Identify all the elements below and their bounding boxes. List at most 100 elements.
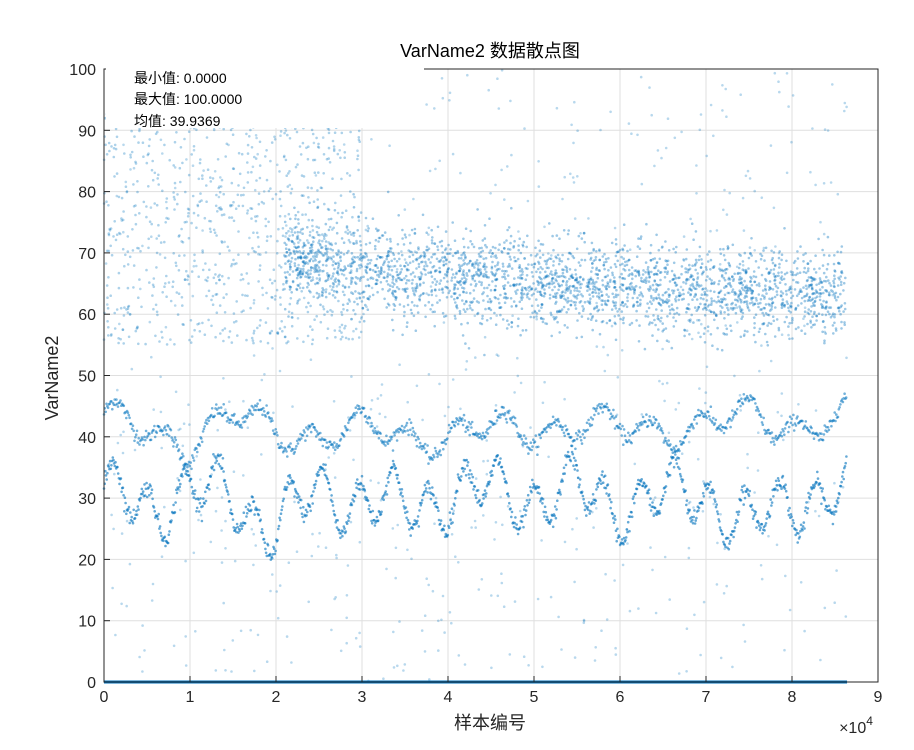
data-point <box>455 271 458 275</box>
data-point <box>773 264 777 268</box>
data-point <box>715 503 718 506</box>
data-point <box>741 268 745 272</box>
data-point <box>289 297 293 300</box>
data-point <box>746 286 750 290</box>
data-point <box>141 490 145 493</box>
data-point <box>450 426 453 430</box>
data-point <box>265 554 269 558</box>
data-point <box>757 524 761 527</box>
data-point <box>326 258 330 261</box>
data-point <box>767 270 771 274</box>
data-point <box>808 295 812 299</box>
data-point <box>769 268 773 272</box>
data-point <box>670 269 674 273</box>
data-point <box>445 270 449 274</box>
data-point <box>758 327 762 331</box>
data-point <box>723 286 726 290</box>
data-point <box>356 229 360 232</box>
data-point <box>186 463 190 466</box>
data-point <box>276 539 279 542</box>
data-point <box>620 288 623 291</box>
data-point <box>444 442 448 446</box>
data-point <box>654 264 658 268</box>
data-point <box>652 314 655 317</box>
data-point <box>750 296 753 300</box>
data-point <box>302 270 305 273</box>
data-point <box>451 254 455 258</box>
data-point <box>612 280 615 284</box>
data-point <box>652 288 655 292</box>
data-point <box>397 273 400 277</box>
data-point <box>575 336 578 340</box>
data-point <box>135 509 138 513</box>
data-point <box>710 282 713 286</box>
data-point <box>322 288 325 292</box>
data-point <box>517 248 520 252</box>
data-point <box>178 485 181 489</box>
data-point <box>503 301 507 305</box>
data-point <box>625 287 628 291</box>
data-point <box>708 250 711 253</box>
data-point <box>567 251 571 255</box>
data-point <box>611 300 615 303</box>
data-point <box>583 501 586 505</box>
data-point <box>826 426 830 429</box>
data-point <box>125 512 128 516</box>
data-point <box>614 338 618 342</box>
data-point <box>345 225 349 228</box>
data-point <box>611 292 614 296</box>
data-point <box>386 275 389 279</box>
data-point <box>520 298 523 302</box>
data-point <box>711 421 714 424</box>
data-point <box>694 263 697 266</box>
data-point <box>785 259 788 263</box>
data-point <box>286 270 289 274</box>
data-point <box>528 285 532 289</box>
data-point <box>316 281 320 285</box>
data-point <box>682 281 685 284</box>
data-point <box>832 513 836 516</box>
data-point <box>637 274 641 277</box>
data-point <box>228 421 231 425</box>
data-point <box>437 518 441 522</box>
data-point <box>508 255 512 259</box>
data-point <box>661 300 665 303</box>
data-point <box>328 440 332 444</box>
data-point <box>551 273 554 277</box>
data-point <box>425 245 429 249</box>
data-point <box>636 304 640 308</box>
data-point <box>708 418 712 421</box>
data-point <box>133 135 136 138</box>
data-point <box>748 309 751 312</box>
data-point <box>298 270 302 273</box>
data-point <box>491 252 494 255</box>
data-point <box>357 219 361 222</box>
data-point <box>328 242 332 246</box>
data-point <box>414 432 417 435</box>
data-point <box>494 246 497 250</box>
data-point <box>138 278 141 281</box>
data-point <box>824 305 828 309</box>
data-point <box>665 339 669 343</box>
data-point <box>641 423 644 426</box>
data-point <box>609 506 612 510</box>
data-point <box>273 552 277 556</box>
data-point <box>647 270 651 274</box>
data-point <box>719 247 722 251</box>
data-point <box>391 281 394 284</box>
data-point <box>697 509 700 512</box>
data-point <box>340 215 343 219</box>
data-point <box>524 287 527 290</box>
data-point <box>443 255 447 259</box>
data-point <box>532 438 535 442</box>
data-point <box>750 237 753 240</box>
data-point <box>668 473 672 477</box>
data-point <box>658 509 661 513</box>
data-point <box>287 482 291 486</box>
data-point <box>615 251 619 254</box>
data-point <box>291 233 295 237</box>
data-point <box>725 285 728 288</box>
data-point <box>662 441 666 444</box>
data-point <box>803 332 807 336</box>
data-point <box>572 464 575 468</box>
